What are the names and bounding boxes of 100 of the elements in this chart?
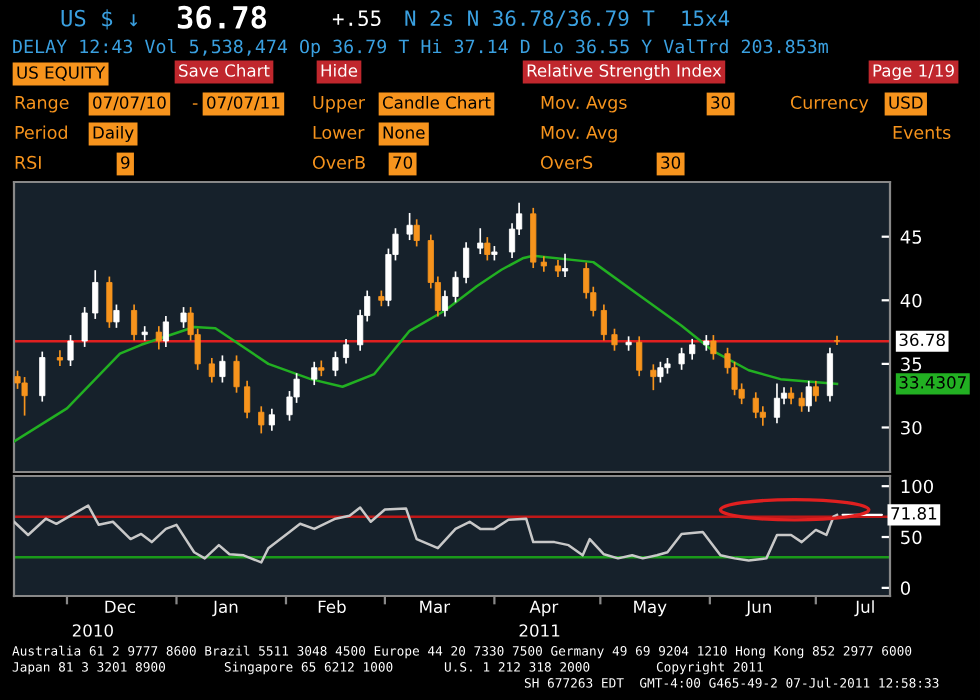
text: Relative Strength Index: [527, 63, 722, 81]
text: Range: [15, 96, 69, 113]
text: 2010: [72, 624, 113, 637]
text: 36.78: [177, 5, 267, 29]
candlestick: [208, 357, 215, 383]
candlestick: [710, 335, 717, 360]
candlestick: [21, 377, 28, 416]
text: RSI: [15, 155, 41, 170]
candlestick: [826, 347, 834, 402]
x-tick-label: Feb: [318, 600, 346, 614]
candlestick: [773, 383, 781, 424]
candlestick: [258, 406, 265, 434]
x-tick-label: May: [634, 600, 667, 617]
line-series: [14, 254, 839, 443]
text: 33.4307: [899, 376, 966, 389]
candlestick: [113, 304, 120, 328]
candlestick: [452, 271, 459, 303]
candlestick: [413, 219, 420, 247]
text: N 2s N 36.78/36.79 T 15x4: [405, 10, 730, 28]
text: Page 1/19: [873, 64, 954, 81]
text: Hide: [321, 63, 358, 77]
candlestick: [67, 335, 74, 366]
x-tick-label: Mar: [420, 600, 451, 614]
text: Currency: [790, 95, 869, 113]
candlestick: [180, 307, 187, 328]
x-tick-label: Jan: [212, 600, 238, 617]
x-tick-label: Dec: [105, 600, 136, 614]
candlestick: [752, 392, 759, 419]
candlestick: [812, 380, 819, 402]
candlestick: [56, 350, 63, 366]
text: 2011: [519, 624, 560, 637]
text: OverB: [312, 155, 365, 170]
candlestick: [703, 335, 710, 351]
text: Lower: [313, 126, 365, 140]
y-tick-label: 50: [901, 530, 922, 545]
candlestick: [155, 326, 162, 350]
y-tick-label: 35: [901, 357, 922, 371]
text: 70: [393, 156, 413, 169]
candlestick: [131, 304, 138, 341]
candlestick: [406, 212, 413, 241]
candlestick: [561, 253, 569, 277]
x-tick-label: Jul: [854, 600, 874, 617]
candlestick: [441, 290, 448, 317]
candlestick: [244, 380, 251, 419]
ref-line-label: 36.78: [899, 333, 945, 347]
text: Save Chart: [179, 63, 270, 77]
y-tick-label: 45: [900, 230, 922, 244]
candlestick: [678, 347, 685, 370]
text: -: [192, 103, 198, 105]
candlestick: [311, 361, 318, 386]
y-tick-label: 40: [900, 293, 922, 308]
text: Events: [893, 126, 951, 140]
candlestick: [611, 328, 618, 351]
text: Mov. Avg: [541, 126, 617, 143]
candlestick: [636, 336, 643, 377]
candlestick: [92, 270, 99, 319]
candlestick: [342, 338, 350, 364]
candlestick: [463, 242, 470, 284]
candlestick: [162, 315, 169, 347]
candlestick: [318, 360, 325, 377]
y-tick-label: 0: [900, 581, 911, 595]
text: +.55: [332, 10, 381, 27]
text: 07/07/10: [93, 96, 166, 111]
text: 30: [711, 96, 731, 109]
y-tick-label: 100: [901, 479, 933, 494]
candlestick: [477, 228, 484, 255]
y-tick-label: 30: [901, 420, 922, 435]
text: USD: [889, 96, 923, 109]
text: US EQUITY: [17, 66, 106, 81]
candlestick: [233, 355, 240, 393]
text: 07/07/11: [207, 96, 280, 111]
candlestick: [268, 408, 275, 431]
text: 30: [661, 156, 681, 169]
text: Upper: [313, 96, 365, 113]
line-series: [14, 504, 839, 564]
candlestick: [650, 364, 657, 391]
candlestick: [805, 380, 812, 412]
candlestick: [600, 304, 607, 341]
candlestick: [833, 335, 841, 346]
annotation: 71.81: [891, 507, 937, 520]
text: 9: [121, 156, 130, 169]
candlestick: [484, 237, 491, 261]
candlestick: [689, 338, 696, 360]
text: Mov. Avgs: [541, 96, 627, 113]
x-tick-label: Apr: [529, 600, 559, 617]
text: US $ ↓: [61, 9, 138, 30]
candlestick: [106, 276, 113, 328]
candlestick: [141, 326, 148, 341]
candlestick: [332, 351, 339, 377]
x-tick-label: Jun: [745, 600, 771, 617]
candlestick: [81, 307, 88, 347]
text: None: [383, 126, 425, 139]
candlestick: [219, 355, 226, 383]
text: Period: [15, 125, 67, 140]
candlestick: [657, 361, 664, 383]
text: Daily: [93, 125, 134, 143]
text: DELAY 12:43 Vol 5,538,474 Op 36.79 T Hi 37.14 D Lo 36.55 Y ValTrd 203.853m: [13, 39, 828, 57]
text: OverS: [540, 155, 593, 170]
text: Candle Chart: [382, 95, 491, 109]
candlestick: [39, 351, 46, 402]
